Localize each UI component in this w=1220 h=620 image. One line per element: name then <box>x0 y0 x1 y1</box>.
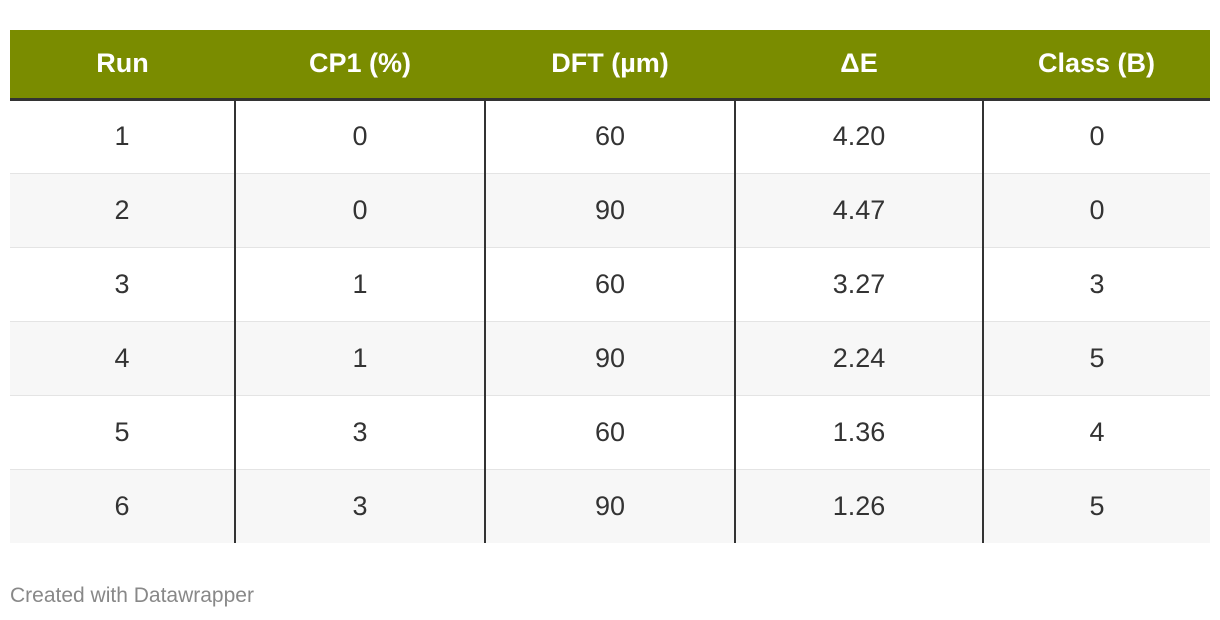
table-cell-run: 1 <box>10 98 236 173</box>
table-header-row: Run CP1 (%) DFT (µm) ΔE Class (B) <box>10 30 1210 101</box>
table-cell-delta-e: 1.36 <box>735 394 984 469</box>
table-cell-class: 5 <box>983 320 1210 395</box>
table-row: 5 3 60 1.36 4 <box>10 394 1210 469</box>
table-cell-class: 5 <box>983 468 1210 543</box>
data-table-container: Run CP1 (%) DFT (µm) ΔE Class (B) 1 0 60… <box>10 30 1210 543</box>
data-table: Run CP1 (%) DFT (µm) ΔE Class (B) 1 0 60… <box>10 30 1210 543</box>
table-cell-class: 4 <box>983 394 1210 469</box>
table-cell-delta-e: 3.27 <box>735 246 984 321</box>
table-cell-run: 3 <box>10 246 236 321</box>
table-cell-cp1: 3 <box>235 468 486 543</box>
table-cell-cp1: 0 <box>235 98 486 173</box>
table-cell-dft: 90 <box>485 320 736 395</box>
column-header-run[interactable]: Run <box>10 30 235 101</box>
table-cell-class: 0 <box>983 98 1210 173</box>
table-cell-class: 0 <box>983 172 1210 247</box>
table-row: 1 0 60 4.20 0 <box>10 98 1210 173</box>
table-cell-cp1: 1 <box>235 246 486 321</box>
column-header-delta-e[interactable]: ΔE <box>735 30 983 101</box>
column-header-class[interactable]: Class (B) <box>983 30 1210 101</box>
table-cell-delta-e: 4.47 <box>735 172 984 247</box>
table-cell-class: 3 <box>983 246 1210 321</box>
table-cell-delta-e: 2.24 <box>735 320 984 395</box>
table-row: 2 0 90 4.47 0 <box>10 172 1210 247</box>
table-cell-cp1: 3 <box>235 394 486 469</box>
table-cell-run: 6 <box>10 468 236 543</box>
column-header-dft[interactable]: DFT (µm) <box>485 30 735 101</box>
table-cell-delta-e: 1.26 <box>735 468 984 543</box>
table-cell-dft: 60 <box>485 246 736 321</box>
table-row: 6 3 90 1.26 5 <box>10 468 1210 543</box>
table-cell-cp1: 1 <box>235 320 486 395</box>
table-row: 3 1 60 3.27 3 <box>10 246 1210 321</box>
table-cell-dft: 90 <box>485 468 736 543</box>
table-cell-dft: 60 <box>485 394 736 469</box>
table-cell-delta-e: 4.20 <box>735 98 984 173</box>
table-cell-run: 4 <box>10 320 236 395</box>
datawrapper-credit[interactable]: Created with Datawrapper <box>10 584 254 607</box>
table-cell-dft: 60 <box>485 98 736 173</box>
table-cell-run: 2 <box>10 172 236 247</box>
column-header-cp1[interactable]: CP1 (%) <box>235 30 485 101</box>
table-cell-dft: 90 <box>485 172 736 247</box>
table-cell-run: 5 <box>10 394 236 469</box>
table-cell-cp1: 0 <box>235 172 486 247</box>
table-row: 4 1 90 2.24 5 <box>10 320 1210 395</box>
